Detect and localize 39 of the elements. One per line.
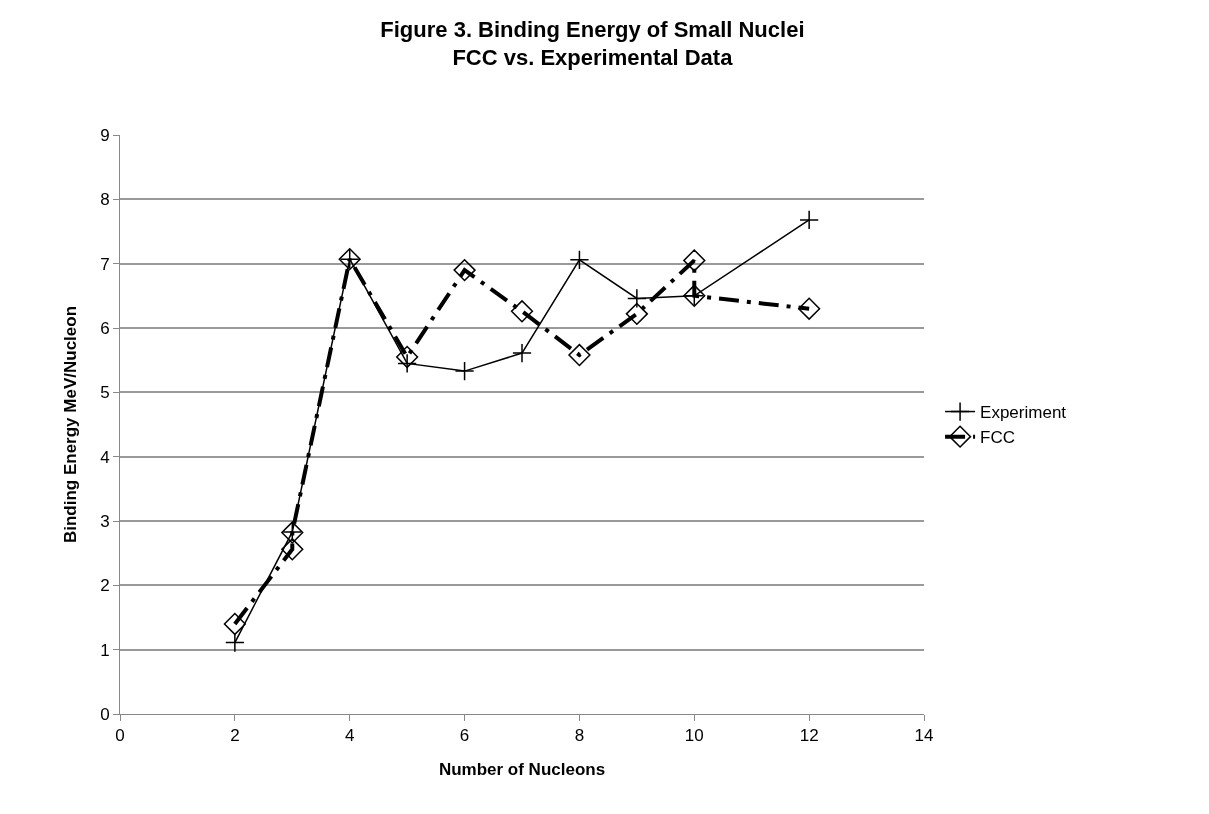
x-tick-label: 2 [230,726,240,746]
x-tick-label: 8 [574,726,585,746]
y-tick-label: 3 [100,511,110,531]
x-tick-label: 12 [799,726,819,746]
point [395,345,419,369]
point [454,361,475,381]
y-tick-label: 1 [100,640,110,660]
y-axis-title: Binding Energy MeV/Nucleon [61,305,80,544]
point [799,210,819,230]
x-tick-label: 10 [684,726,704,746]
x-tick-label: 4 [344,726,355,746]
legend-label: Experiment [980,403,1067,423]
y-tick-label: 0 [100,704,110,724]
y-tick-label: 6 [100,318,110,338]
y-tick-label: 2 [100,576,110,596]
point [453,258,476,282]
y-tick-label: 4 [100,447,110,467]
y-tick-label: 7 [100,254,110,274]
point [397,353,417,374]
point [510,300,534,323]
y-tick-label: 8 [100,190,110,210]
point [512,343,532,363]
legend-label: FCC [980,428,1016,448]
x-tick-label: 6 [459,726,470,746]
point [569,249,590,270]
point [568,343,591,367]
chart-title: Figure 3. Binding Energy of Small Nuclei FCC vs. Experimental Data [380,16,805,71]
point [625,302,649,325]
point [627,288,647,309]
x-tick-label: 14 [914,726,934,746]
point [223,612,247,636]
x-axis-title: Number of Nucleons [438,760,606,779]
y-tick-label: 5 [100,383,110,403]
point [281,538,304,561]
x-tick-label: 0 [115,726,125,746]
point [225,632,245,653]
y-tick-label: 9 [100,125,110,145]
point [797,297,821,320]
point [683,249,706,272]
